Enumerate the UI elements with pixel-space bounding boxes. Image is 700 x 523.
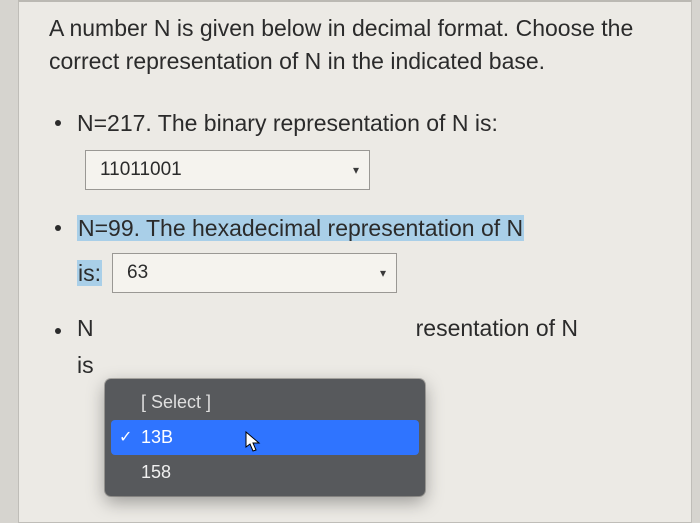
q1-dropdown-value: 11011001 <box>100 159 182 181</box>
question-list: N=217. The binary representation of N is… <box>49 107 661 380</box>
q2-highlight: N=99. The hexadecimal representation of … <box>77 215 524 241</box>
check-icon: ✓ <box>119 427 132 447</box>
q1-prompt: N=217. The binary representation of N is… <box>77 107 661 140</box>
q3-dropdown-menu[interactable]: [ Select ] ✓ 13B 158 <box>105 379 425 496</box>
question-intro: A number N is given below in decimal for… <box>49 12 661 79</box>
q2-dropdown-value: 63 <box>127 262 148 284</box>
q3-option-158[interactable]: 158 <box>111 455 419 490</box>
q3-prefix: N <box>77 315 94 342</box>
q3-is-label: is <box>77 352 94 379</box>
q3-suffix: resentation of N <box>416 315 578 342</box>
q1-dropdown[interactable]: 11011001 ▾ <box>85 150 370 190</box>
q2-dropdown[interactable]: 63 ▾ <box>112 253 397 293</box>
chevron-down-icon: ▾ <box>380 266 386 280</box>
question-item-2: N=99. The hexadecimal representation of … <box>49 212 661 293</box>
question-card: A number N is given below in decimal for… <box>18 0 692 523</box>
q3-option-placeholder[interactable]: [ Select ] <box>111 385 419 420</box>
q2-is-label: is: <box>77 260 102 287</box>
cursor-icon <box>245 431 263 453</box>
chevron-down-icon: ▾ <box>353 163 359 177</box>
q3-option-13b[interactable]: ✓ 13B <box>111 420 419 455</box>
question-item-3: N resentation of N is [ Select ] ✓ 13B 1… <box>49 315 661 379</box>
question-item-1: N=217. The binary representation of N is… <box>49 107 661 190</box>
q2-prompt: N=99. The hexadecimal representation of … <box>77 212 661 245</box>
